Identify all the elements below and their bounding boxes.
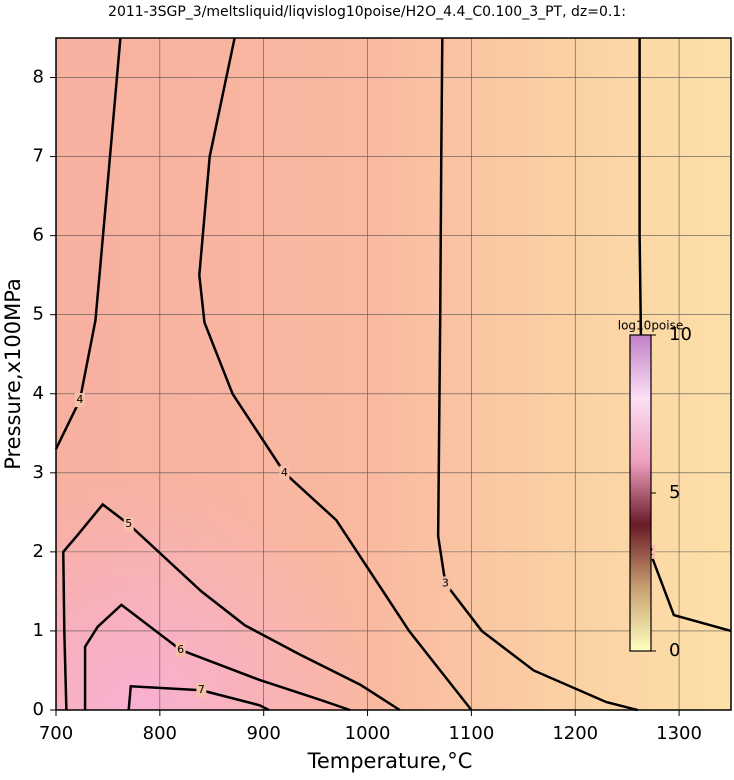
chart-title: 2011-3SGP_3/meltsliquid/liqvislog10poise… [108,4,626,20]
x-tick-label: 1300 [656,723,702,744]
contour-label-bg [175,642,186,657]
colorbar [629,334,652,652]
contour-label: 4 [76,393,83,406]
y-axis-label: Pressure,x100MPa [1,278,25,470]
colorbar-tick-label: 5 [669,482,680,503]
x-tick-label: 700 [39,723,73,744]
x-tick-label: 1200 [552,723,598,744]
x-tick-label: 1100 [448,723,494,744]
contour-label: 5 [125,517,132,530]
y-tick-label: 2 [33,541,44,562]
contour-label: 4 [281,466,288,479]
y-tick-label: 0 [33,699,44,720]
x-axis-label: Temperature,°C [307,749,473,773]
plot-shade [56,38,731,710]
colorbar-tick-label: 0 [669,640,680,661]
contour-line [54,37,122,450]
contour-label-bg [74,393,85,408]
y-tick-label: 5 [33,304,44,325]
y-tick-label: 3 [33,462,44,483]
y-tick-label: 7 [33,146,44,167]
contour-line [83,603,351,712]
colorbar-tick-label: 10 [669,324,692,345]
x-tick-label: 1000 [345,723,391,744]
contour-label-bg [196,683,207,698]
colorbar-label: log10poise [618,319,684,333]
y-tick-label: 6 [33,225,44,246]
y-tick-label: 4 [33,383,44,404]
y-tick-label: 1 [33,620,44,641]
contour-label-bg [279,465,290,480]
x-tick-label: 800 [143,723,177,744]
contour-label-bg [123,517,134,532]
plot-frame [55,37,732,711]
contour-label: 3 [442,577,449,590]
contour-label-bg [440,576,451,591]
contour-label: 7 [198,683,205,696]
contour-label: 6 [177,643,184,656]
x-tick-label: 900 [247,723,281,744]
y-tick-label: 8 [33,67,44,88]
